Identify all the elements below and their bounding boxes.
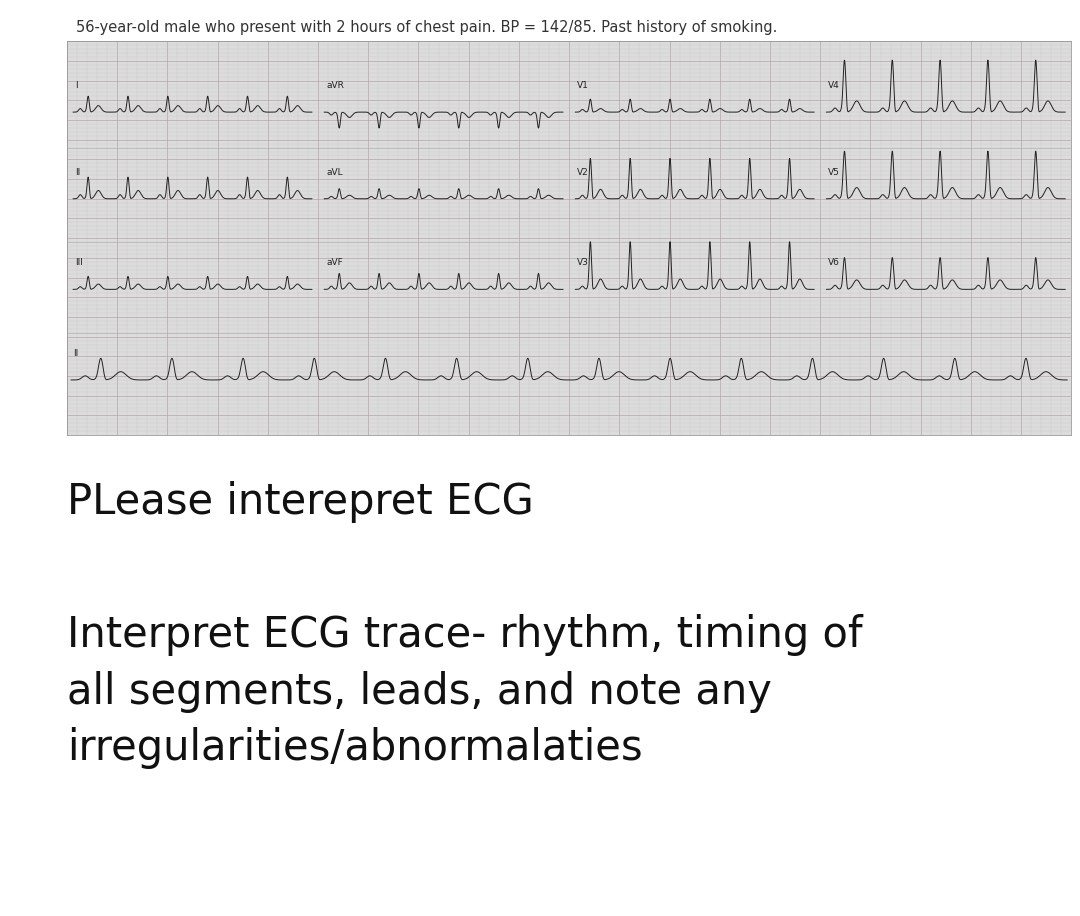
Text: III: III [75,258,83,267]
Text: aVF: aVF [326,258,342,267]
Text: aVL: aVL [326,168,342,177]
Text: V4: V4 [828,81,840,90]
Text: V5: V5 [828,168,840,177]
Text: PLease interepret ECG: PLease interepret ECG [67,481,534,523]
Text: V2: V2 [577,168,589,177]
Text: I: I [75,81,78,90]
Text: V1: V1 [577,81,589,90]
Text: Interpret ECG trace- rhythm, timing of
all segments, leads, and note any
irregul: Interpret ECG trace- rhythm, timing of a… [67,614,863,769]
Text: aVR: aVR [326,81,343,90]
Text: II: II [73,349,78,358]
Text: V3: V3 [577,258,589,267]
Text: V6: V6 [828,258,840,267]
Text: 56-year-old male who present with 2 hours of chest pain. BP = 142/85. Past histo: 56-year-old male who present with 2 hour… [76,20,777,35]
Text: II: II [75,168,80,177]
